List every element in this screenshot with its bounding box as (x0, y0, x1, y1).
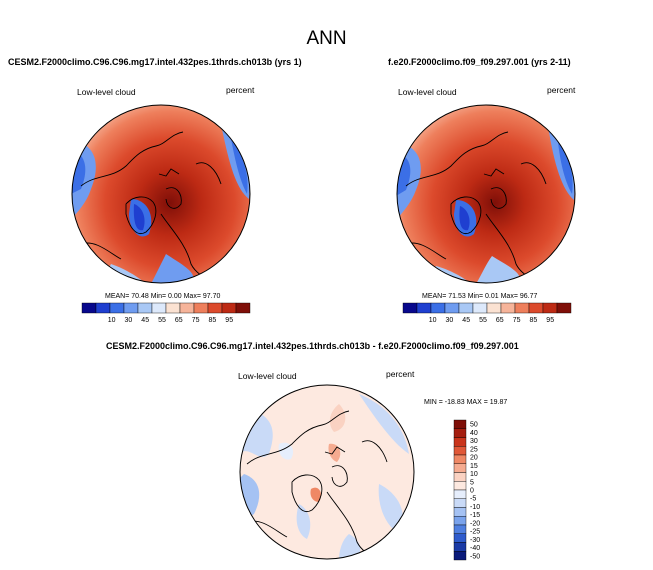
panel1-case-title: CESM2.F2000climo.C96.C96.mg17.intel.432p… (8, 57, 302, 67)
colorbar-tick-label: 25 (470, 446, 478, 453)
colorbar-tick-label: 50 (470, 422, 478, 429)
colorbar-swatch (556, 302, 572, 314)
panel1-variable-label: Low-level cloud (77, 87, 136, 97)
colorbar-swatch (95, 302, 111, 314)
colorbar-tick-label: 30 (125, 317, 133, 324)
colorbar-tick-label: 30 (470, 438, 478, 445)
colorbar-swatch (207, 302, 223, 314)
colorbar-tick-label: -5 (470, 496, 476, 503)
colorbar-swatch (453, 454, 467, 464)
colorbar-tick-label: 55 (479, 317, 487, 324)
panel1-units-label: percent (226, 85, 255, 95)
colorbar-tick-label: -20 (470, 520, 480, 527)
colorbar-tick-label: -15 (470, 512, 480, 519)
colorbar-swatch (453, 507, 467, 517)
figure-title: ANN (306, 28, 347, 49)
diff-case-title: CESM2.F2000climo.C96.C96.mg17.intel.432p… (106, 341, 519, 351)
colorbar-tick-label: 30 (446, 317, 454, 324)
colorbar-tick-label: 75 (513, 317, 521, 324)
colorbar-tick-label: 15 (470, 463, 478, 470)
colorbar-swatch (179, 302, 195, 314)
colorbar-swatch (193, 302, 209, 314)
colorbar-swatch (123, 302, 139, 314)
colorbar-swatch (472, 302, 488, 314)
diff-stats: MIN = -18.83 MAX = 19.87 (424, 399, 508, 406)
panel1-stats: MEAN= 70.48 Min= 0.00 Max= 97.70 (105, 293, 221, 300)
colorbar-swatch (453, 542, 467, 552)
colorbar-tick-label: 65 (496, 317, 504, 324)
colorbar-swatch (458, 302, 474, 314)
colorbar-tick-label: 10 (429, 317, 437, 324)
colorbar-tick-label: 0 (470, 488, 474, 495)
colorbar-swatch (137, 302, 153, 314)
colorbar-swatch (500, 302, 516, 314)
colorbar-tick-label: 95 (546, 317, 554, 324)
colorbar-swatch (453, 498, 467, 508)
panel2-units-label: percent (547, 85, 576, 95)
colorbar-tick-label: 10 (470, 471, 478, 478)
panel2-stats: MEAN= 71.53 Min= 0.01 Max= 96.77 (422, 293, 538, 300)
colorbar-tick-label: -50 (470, 553, 480, 560)
colorbar-swatch (542, 302, 558, 314)
panel2-polar-map (396, 104, 576, 284)
colorbar-swatch (453, 419, 467, 429)
colorbar-tick-label: 75 (192, 317, 200, 324)
colorbar-swatch (453, 463, 467, 473)
panel2-colorbar: 10 30 45 55 65 75 85 95 (402, 302, 572, 324)
colorbar-tick-label: -25 (470, 529, 480, 536)
colorbar-tick-label: 10 (108, 317, 116, 324)
diff-units-label: percent (386, 369, 415, 379)
colorbar-swatch (109, 302, 125, 314)
colorbar-tick-label: 95 (225, 317, 233, 324)
colorbar-swatch (416, 302, 432, 314)
colorbar-tick-label: 20 (470, 455, 478, 462)
panel1-polar-map (71, 104, 251, 284)
colorbar-swatch (453, 533, 467, 543)
colorbar-swatch (151, 302, 167, 314)
colorbar-tick-label: -40 (470, 545, 480, 552)
colorbar-swatch (453, 551, 467, 561)
colorbar-tick-label: 40 (470, 430, 478, 437)
colorbar-swatch (235, 302, 251, 314)
colorbar-swatch (528, 302, 544, 314)
colorbar-swatch (430, 302, 446, 314)
colorbar-swatch (221, 302, 237, 314)
colorbar-swatch (453, 428, 467, 438)
colorbar-swatch (514, 302, 530, 314)
colorbar-tick-label: 85 (209, 317, 217, 324)
colorbar-tick-label: 85 (530, 317, 538, 324)
colorbar-tick-label: -30 (470, 537, 480, 544)
colorbar-swatch (165, 302, 181, 314)
colorbar-swatch (453, 472, 467, 482)
colorbar-swatch (453, 446, 467, 456)
colorbar-swatch (453, 516, 467, 526)
colorbar-tick-label: 45 (141, 317, 149, 324)
diff-variable-label: Low-level cloud (238, 371, 297, 381)
colorbar-swatch (444, 302, 460, 314)
colorbar-swatch (453, 489, 467, 499)
diff-polar-map (239, 384, 415, 560)
colorbar-swatch (486, 302, 502, 314)
panel1-colorbar: 10 30 45 55 65 75 85 95 (81, 302, 251, 324)
colorbar-swatch (453, 437, 467, 447)
colorbar-tick-label: 5 (470, 479, 474, 486)
colorbar-tick-label: -10 (470, 504, 480, 511)
panel2-case-title: f.e20.F2000climo.f09_f09.297.001 (yrs 2-… (388, 57, 571, 67)
colorbar-swatch (402, 302, 418, 314)
colorbar-swatch (453, 524, 467, 534)
panel2-variable-label: Low-level cloud (398, 87, 457, 97)
colorbar-tick-label: 55 (158, 317, 166, 324)
colorbar-tick-label: 45 (462, 317, 470, 324)
colorbar-swatch (81, 302, 97, 314)
colorbar-swatch (453, 481, 467, 491)
colorbar-tick-label: 65 (175, 317, 183, 324)
